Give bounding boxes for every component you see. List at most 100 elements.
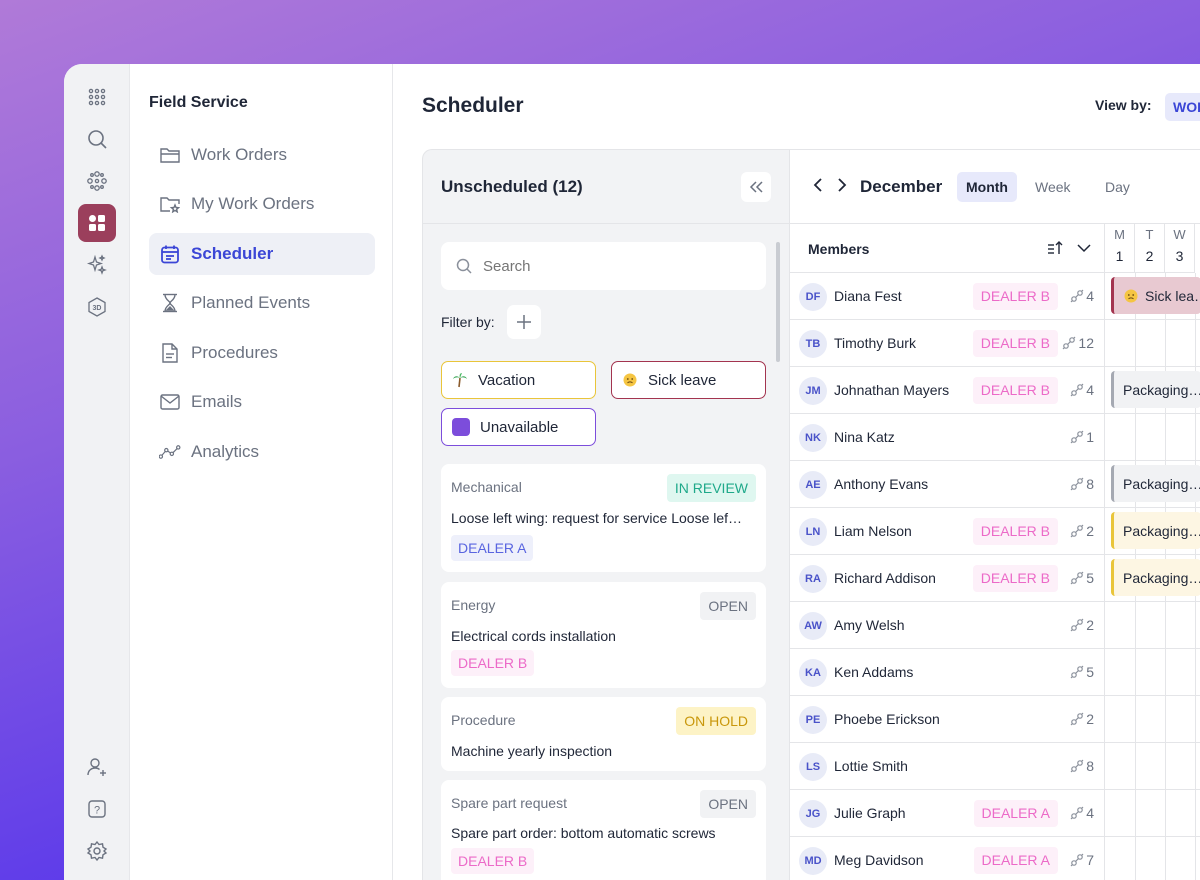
member-row[interactable]: MD Meg Davidson DEALER A 7 [790,837,1104,880]
purple-square-icon [452,418,470,436]
member-row[interactable]: JM Johnathan Mayers DEALER B 4 [790,367,1104,414]
work-orders-icon [1070,806,1084,820]
scrollbar[interactable] [776,242,780,362]
nav-item-emails[interactable]: Emails [149,381,375,423]
member-row[interactable]: TB Timothy Burk DEALER B 12 [790,320,1104,367]
member-row[interactable]: LS Lottie Smith 8 [790,743,1104,790]
unscheduled-title: Unscheduled (12) [441,177,583,196]
calendar-event[interactable]: Packaging… [1111,512,1200,549]
member-row[interactable]: RA Richard Addison DEALER B 5 [790,555,1104,602]
member-count-value: 4 [1086,382,1094,398]
member-row[interactable]: AE Anthony Evans 8 [790,461,1104,508]
day-header: M 1 [1105,224,1135,273]
work-order-card[interactable]: Energy OPEN Electrical cords installatio… [441,582,766,688]
filter-chip-unavailable[interactable]: Unavailable [441,408,596,446]
dealer-tag: DEALER B [972,283,1058,310]
calendar-event[interactable]: Sick lea… [1111,277,1200,314]
sick-face-icon [1124,289,1138,302]
member-name: Liam Nelson [834,523,912,539]
avatar: LS [799,753,827,781]
work-order-card[interactable]: Spare part request OPEN Spare part order… [441,780,766,880]
settings-icon[interactable] [78,832,116,870]
dealer-tag: DEALER B [972,377,1058,404]
unscheduled-panel: Unscheduled (12) Filter by: Vacation Sic… [422,149,789,880]
member-row[interactable]: KA Ken Addams 5 [790,649,1104,696]
grid-row [1105,743,1200,790]
work-orders-icon [1070,571,1084,585]
next-month-button[interactable] [836,176,848,194]
nav-item-my-work-orders[interactable]: My Work Orders [149,183,375,225]
search-input[interactable] [483,257,743,275]
side-navigation: Field Service Work Orders My Work Orders… [130,64,393,880]
member-row[interactable]: AW Amy Welsh 2 [790,602,1104,649]
nav-item-label: Analytics [191,442,260,461]
palm-tree-icon [452,372,468,388]
add-user-icon[interactable] [78,748,116,786]
modules-icon[interactable] [78,162,116,200]
3d-icon[interactable]: 3D [78,288,116,326]
member-row[interactable]: LN Liam Nelson DEALER B 2 [790,508,1104,555]
avatar: JG [799,800,827,828]
work-orders-icon [1070,665,1084,679]
member-row[interactable]: DF Diana Fest DEALER B 4 [790,273,1104,320]
card-description: Electrical cords installation [451,628,616,644]
member-count-value: 2 [1086,711,1094,727]
grid-row [1105,461,1200,508]
member-row[interactable]: JG Julie Graph DEALER A 4 [790,790,1104,837]
calendar-event[interactable]: Packaging… [1111,559,1200,596]
nav-item-analytics[interactable]: Analytics [149,431,375,473]
filter-chip-sick-leave[interactable]: Sick leave [611,361,766,399]
nav-item-work-orders[interactable]: Work Orders [149,134,375,176]
work-order-card[interactable]: Procedure ON HOLD Machine yearly inspect… [441,697,766,771]
member-row[interactable]: NK Nina Katz 1 [790,414,1104,461]
calendar-event[interactable]: Packaging… [1111,465,1200,502]
member-row[interactable]: PE Phoebe Erickson 2 [790,696,1104,743]
collapse-panel-button[interactable] [741,172,771,202]
work-order-card[interactable]: Mechanical IN REVIEW Loose left wing: re… [441,464,766,572]
tab-day[interactable]: Day [1105,179,1130,195]
status-badge: OPEN [700,790,756,818]
calendar-icon [159,243,181,265]
sort-icon[interactable] [1046,239,1064,262]
folder-star-icon [159,193,181,215]
search-icon[interactable] [78,120,116,158]
nav-item-scheduler[interactable]: Scheduler [149,233,375,275]
prev-month-button[interactable] [812,176,824,194]
calendar-header: December Month Week Day [789,150,1200,224]
grid-row [1105,414,1200,461]
grid-row [1105,837,1200,880]
sparkles-icon[interactable] [78,246,116,284]
member-name: Timothy Burk [834,335,916,351]
work-orders-icon [1070,524,1084,538]
day-header: W 3 [1165,224,1195,273]
member-count: 2 [1070,711,1094,727]
event-label: Packaging… [1123,475,1200,492]
avatar: RA [799,565,827,593]
filter-chip-vacation[interactable]: Vacation [441,361,596,399]
app-window: 3D ? Field Service Work Orders My Work O… [64,64,1200,880]
status-badge: IN REVIEW [666,474,756,502]
member-rows: DF Diana Fest DEALER B 4 TB Timothy Burk DEALE… [790,273,1104,880]
help-icon[interactable]: ? [78,790,116,828]
filter-chip-label: Sick leave [648,371,717,389]
nav-item-planned-events[interactable]: Planned Events [149,282,375,324]
members-tools [1046,239,1092,262]
tab-month[interactable]: Month [957,172,1017,202]
main-content: Scheduler View by: WOR Unscheduled (12) … [393,64,1200,880]
dashboard-icon[interactable] [78,204,116,242]
chevron-down-icon[interactable] [1076,239,1092,262]
apps-grid-icon[interactable] [78,78,116,116]
calendar-event[interactable]: Packaging… [1111,371,1200,408]
search-field[interactable] [441,242,766,290]
view-by-select[interactable]: WOR [1165,93,1200,121]
add-filter-button[interactable] [507,305,541,339]
member-count-value: 2 [1086,617,1094,633]
mail-icon [159,391,181,413]
member-count-value: 4 [1086,805,1094,821]
grid-row [1105,273,1200,320]
tab-week[interactable]: Week [1035,179,1071,195]
event-label: Packaging… [1123,522,1200,539]
nav-item-procedures[interactable]: Procedures [149,332,375,374]
avatar: TB [799,330,827,358]
card-category: Procedure [451,712,516,728]
